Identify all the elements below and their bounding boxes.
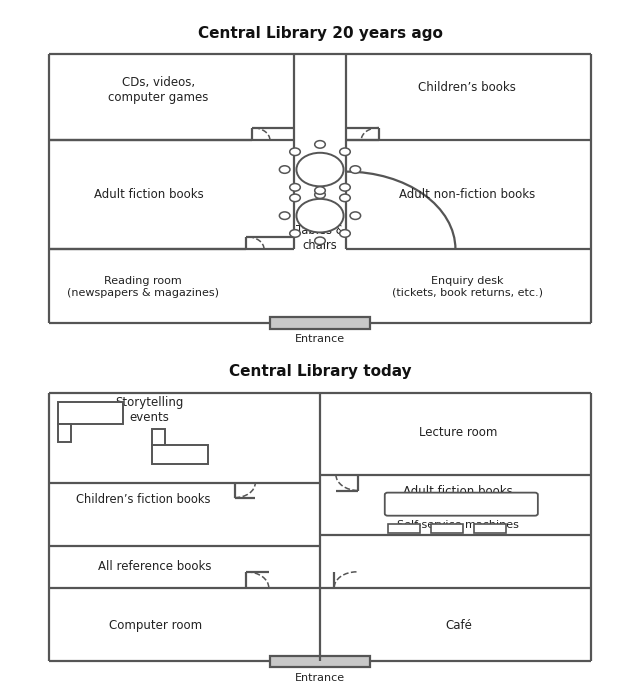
Bar bbox=[431, 524, 463, 533]
Bar bbox=[270, 317, 370, 329]
Circle shape bbox=[290, 184, 300, 191]
Circle shape bbox=[340, 229, 350, 237]
Circle shape bbox=[280, 166, 290, 173]
Text: Adult fiction books: Adult fiction books bbox=[94, 188, 204, 201]
Text: All reference books: All reference books bbox=[99, 560, 212, 574]
Text: Café: Café bbox=[445, 619, 472, 632]
Text: Computer room: Computer room bbox=[109, 619, 202, 632]
Text: Entrance: Entrance bbox=[295, 334, 345, 344]
Text: Self-service machines: Self-service machines bbox=[397, 520, 519, 530]
Text: Tables &
chairs: Tables & chairs bbox=[296, 224, 344, 252]
FancyBboxPatch shape bbox=[385, 493, 538, 515]
Circle shape bbox=[315, 191, 325, 198]
Circle shape bbox=[315, 237, 325, 245]
Text: Central Library today: Central Library today bbox=[228, 364, 412, 379]
Circle shape bbox=[290, 148, 300, 155]
Text: Sofa: Sofa bbox=[78, 408, 102, 418]
Circle shape bbox=[280, 212, 290, 220]
Text: Lecture room: Lecture room bbox=[419, 426, 497, 439]
Circle shape bbox=[296, 153, 344, 187]
Circle shape bbox=[350, 212, 360, 220]
Text: Reading room
(newspapers & magazines): Reading room (newspapers & magazines) bbox=[67, 276, 220, 298]
Text: Information desk: Information desk bbox=[413, 499, 509, 509]
Text: Storytelling
events: Storytelling events bbox=[115, 396, 184, 424]
Bar bbox=[58, 424, 71, 442]
Bar bbox=[474, 524, 506, 533]
Circle shape bbox=[296, 199, 344, 232]
Bar bbox=[152, 429, 165, 445]
Circle shape bbox=[340, 148, 350, 155]
Text: Entrance: Entrance bbox=[295, 673, 345, 683]
Circle shape bbox=[315, 187, 325, 194]
Circle shape bbox=[315, 141, 325, 148]
Text: Central Library 20 years ago: Central Library 20 years ago bbox=[198, 26, 442, 41]
Text: Enquiry desk
(tickets, book returns, etc.): Enquiry desk (tickets, book returns, etc… bbox=[392, 276, 543, 298]
Text: Children’s fiction books: Children’s fiction books bbox=[76, 493, 211, 507]
Circle shape bbox=[350, 166, 360, 173]
Text: Adult fiction books: Adult fiction books bbox=[403, 485, 513, 498]
Circle shape bbox=[340, 184, 350, 191]
Text: CDs, videos,
computer games: CDs, videos, computer games bbox=[108, 76, 208, 104]
Circle shape bbox=[290, 194, 300, 202]
Bar bbox=[152, 445, 208, 464]
Bar bbox=[58, 402, 123, 424]
Text: Sofa: Sofa bbox=[168, 450, 192, 460]
Circle shape bbox=[290, 229, 300, 237]
Bar bbox=[388, 524, 420, 533]
Text: Adult non-fiction books: Adult non-fiction books bbox=[399, 188, 535, 201]
Bar bbox=[270, 656, 370, 668]
Circle shape bbox=[340, 194, 350, 202]
Text: Children’s books: Children’s books bbox=[419, 82, 516, 94]
